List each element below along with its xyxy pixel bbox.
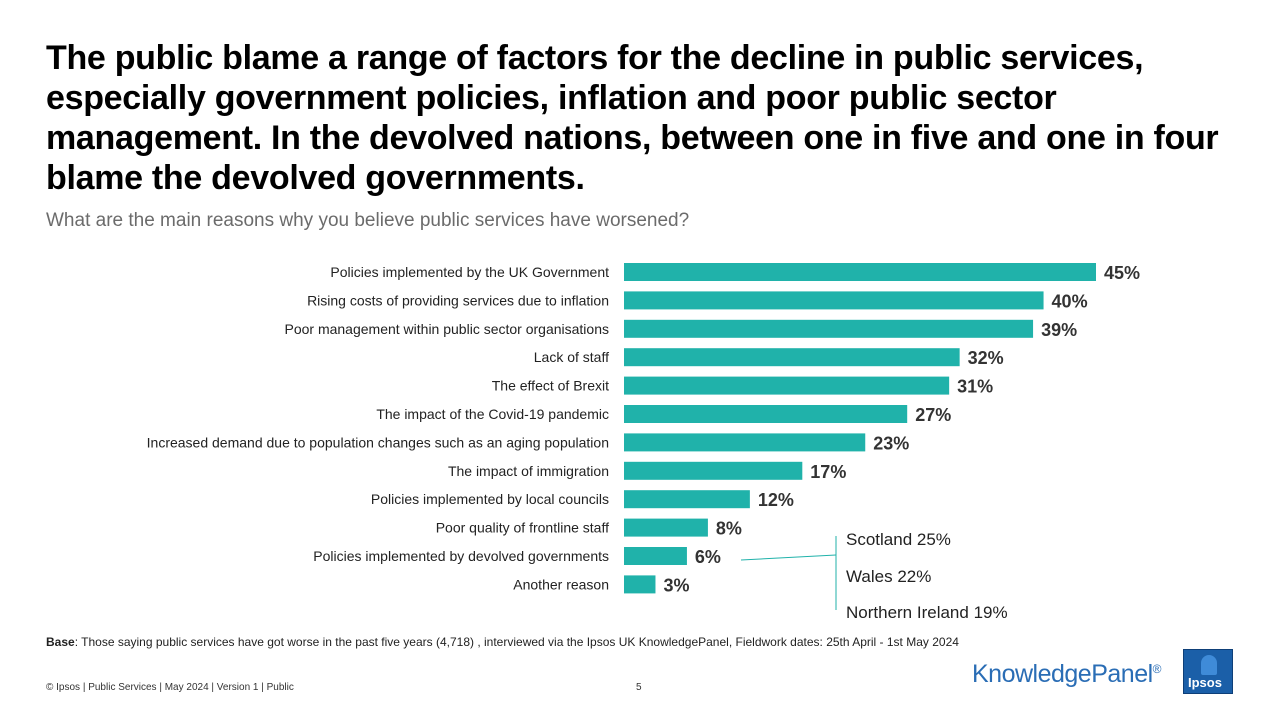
value-label: 3% (663, 575, 689, 595)
value-label: 27% (915, 405, 951, 425)
bar (624, 376, 950, 395)
bar (624, 461, 803, 480)
callout-scotland: Scotland 25% (846, 530, 951, 549)
bar (624, 319, 1034, 338)
footer-copyright: © Ipsos | Public Services | May 2024 | V… (46, 682, 294, 693)
category-label: The effect of Brexit (492, 378, 609, 394)
value-label: 39% (1041, 320, 1077, 340)
category-label: Another reason (513, 576, 609, 592)
callout-wales: Wales 22% (846, 567, 932, 586)
bar (624, 433, 866, 452)
value-label: 31% (957, 377, 993, 397)
bar (624, 518, 708, 537)
ipsos-logo: Ipsos (1183, 649, 1233, 694)
value-label: 23% (873, 433, 909, 453)
base-note: Base: Those saying public services have … (46, 635, 959, 649)
category-label: Policies implemented by local councils (371, 491, 609, 507)
bar-chart: Policies implemented by the UK Governmen… (147, 263, 1140, 610)
category-label: The impact of the Covid-19 pandemic (376, 406, 609, 422)
bar (624, 490, 750, 509)
knowledgepanel-logo: KnowledgePanel® (972, 660, 1162, 689)
category-label: Poor quality of frontline staff (436, 520, 609, 536)
callout-northern-ireland: Northern Ireland 19% (846, 603, 1008, 622)
bar (624, 547, 687, 565)
page-title: The public blame a range of factors for … (46, 39, 1219, 197)
category-label: Poor management within public sector org… (284, 321, 609, 337)
knowledgepanel-logo-text: KnowledgePanel (972, 660, 1153, 688)
registered-mark: ® (1152, 662, 1162, 676)
bar (624, 263, 1096, 281)
page-number: 5 (636, 682, 642, 693)
category-label: Increased demand due to population chang… (147, 434, 609, 450)
category-label: The impact of immigration (448, 463, 609, 479)
ipsos-mark-icon (1201, 655, 1217, 675)
base-label: Base (46, 635, 75, 649)
value-label: 45% (1104, 263, 1140, 283)
question-subtitle: What are the main reasons why you believ… (46, 210, 690, 231)
bar (624, 348, 960, 367)
category-label: Lack of staff (534, 349, 609, 365)
bar (624, 405, 908, 423)
category-label: Rising costs of providing services due t… (307, 292, 609, 308)
value-label: 6% (695, 547, 721, 567)
value-label: 8% (716, 519, 742, 539)
category-label: Policies implemented by the UK Governmen… (330, 264, 609, 280)
ipsos-logo-text: Ipsos (1188, 675, 1222, 690)
value-label: 12% (758, 490, 794, 510)
category-label: Policies implemented by devolved governm… (313, 548, 609, 564)
base-text: : Those saying public services have got … (74, 635, 959, 649)
bar (624, 291, 1044, 310)
callout-connector (740, 554, 837, 561)
value-label: 32% (968, 348, 1004, 368)
value-label: 40% (1052, 291, 1088, 311)
bar (624, 575, 656, 594)
value-label: 17% (810, 462, 846, 482)
